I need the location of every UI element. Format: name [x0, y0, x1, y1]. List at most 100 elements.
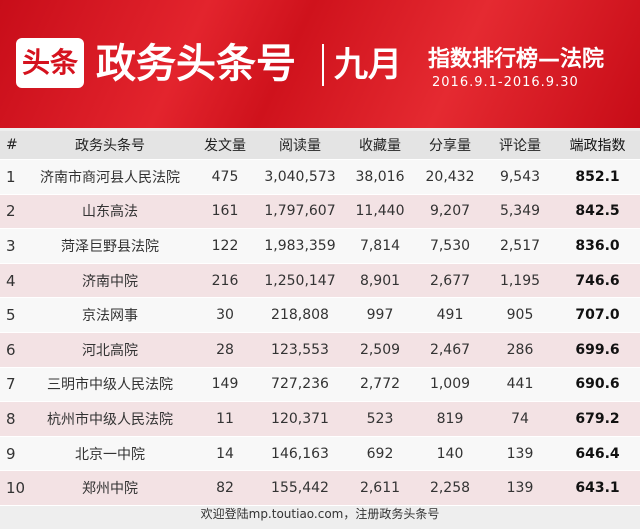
table-cell: 2,611 [359, 480, 401, 497]
table-cell: 10 [6, 479, 26, 498]
table-cell: 9,543 [499, 168, 541, 185]
table-cell: 139 [506, 445, 534, 462]
table-row: 1 济南市商河县人民法院 475 3,040,573 38,016 20,432 9,543… [0, 160, 640, 195]
table-cell: 2,258 [429, 480, 471, 497]
table-cell: 475 [211, 168, 239, 185]
title: 政务头条号 [96, 41, 296, 87]
table-cell: 河北高院 [82, 342, 138, 359]
column-header: 政务头条号 [75, 138, 145, 154]
table-cell: 122 [211, 237, 239, 254]
table-cell: 1,983,359 [264, 237, 336, 254]
table-cell: 28 [216, 341, 234, 358]
column-header: 评论量 [499, 138, 541, 154]
table-row: 2 山东高法 161 1,797,607 11,440 9,207 5,349 842.5 [0, 194, 640, 230]
table-cell: 2 [6, 202, 16, 221]
table-cell: 38,016 [355, 168, 405, 185]
table-cell: 491 [436, 307, 464, 324]
table-cell: 2,772 [359, 376, 401, 393]
table-cell: 679.2 [575, 410, 620, 427]
table-cell: 3 [6, 236, 16, 255]
table-row: 6 河北高院 28 123,553 2,509 2,467 286 699.6 [0, 332, 640, 368]
table-cell: 155,442 [271, 480, 329, 497]
column-header: 发文量 [204, 138, 246, 154]
table-cell: 2,517 [499, 237, 541, 254]
table-cell: 819 [436, 410, 464, 427]
column-header: 分享量 [429, 138, 471, 154]
table-cell: 746.6 [575, 272, 620, 289]
table-cell: 161 [211, 203, 239, 220]
table-cell: 905 [506, 307, 534, 324]
table-cell: 8,901 [359, 272, 401, 289]
table-cell: 1,195 [499, 272, 541, 289]
separator [322, 44, 324, 86]
table-cell: 1,250,147 [264, 272, 336, 289]
table-row: 5 京法网事 30 218,808 997 491 905 707.0 [0, 298, 640, 333]
table-cell: 74 [511, 410, 529, 427]
table-cell: 216 [211, 272, 239, 289]
table-cell: 5 [6, 306, 16, 325]
ranking-table: # 政务头条号 发文量 阅读量 收藏量 分享量 评论量 端政指数 1 济南市商河县人民法院 475 3… [0, 131, 640, 506]
table-cell: 842.5 [575, 203, 620, 220]
table-cell: 646.4 [575, 445, 620, 462]
table-cell: 9,207 [429, 203, 471, 220]
column-header: # [6, 137, 18, 153]
table-cell: 699.6 [575, 341, 620, 358]
table-row: 7 三明市中级人民法院 149 727,236 2,772 1,009 441 690.6 [0, 367, 640, 403]
table-cell: 82 [216, 480, 234, 497]
table-cell: 836.0 [575, 237, 620, 254]
column-header: 收藏量 [359, 138, 401, 154]
table-cell: 3,040,573 [264, 168, 336, 185]
table-cell: 852.1 [575, 168, 620, 185]
table-cell: 1,009 [429, 376, 471, 393]
table-cell: 441 [506, 376, 534, 393]
table-cell: 杭州市中级人民法院 [47, 411, 173, 428]
month: 九月 [334, 45, 402, 85]
table-cell: 727,236 [271, 376, 329, 393]
table-cell: 9 [6, 444, 16, 463]
table-cell: 146,163 [271, 445, 329, 462]
table-cell: 2,467 [429, 341, 471, 358]
table-cell: 2,677 [429, 272, 471, 289]
column-header: 端政指数 [569, 138, 626, 154]
table-cell: 140 [436, 445, 464, 462]
table-cell: 济南市商河县人民法院 [40, 169, 180, 186]
table-cell: 120,371 [271, 410, 329, 427]
table-cell: 6 [6, 340, 16, 359]
table-row: 8 杭州市中级人民法院 11 120,371 523 819 74 679.2 [0, 402, 640, 437]
table-cell: 三明市中级人民法院 [47, 377, 173, 394]
table-cell: 286 [506, 341, 534, 358]
table-cell: 707.0 [575, 307, 620, 324]
table-cell: 523 [366, 410, 394, 427]
table-cell: 30 [216, 307, 234, 324]
table-cell: 济南中院 [82, 273, 138, 290]
table-cell: 690.6 [575, 376, 620, 393]
table-cell: 149 [211, 376, 239, 393]
table-cell: 123,553 [271, 341, 329, 358]
table-cell: 139 [506, 480, 534, 497]
header-row: # 政务头条号 发文量 阅读量 收藏量 分享量 评论量 端政指数 [0, 131, 640, 160]
table-cell: 997 [366, 307, 394, 324]
footer: 欢迎登陆mp.toutiao.com，注册政务头条号 [200, 507, 440, 521]
table-cell: 5,349 [499, 203, 541, 220]
table-cell: 2,509 [359, 341, 401, 358]
table-row: 4 济南中院 216 1,250,147 8,901 2,677 1,195 746.6 [0, 263, 640, 299]
date-range: 2016.9.1-2016.9.30 [432, 75, 579, 90]
table-cell: 北京一中院 [75, 446, 145, 463]
table-cell: 643.1 [575, 480, 620, 497]
table-cell: 218,808 [271, 307, 329, 324]
table-cell: 11,440 [355, 203, 405, 220]
table-cell: 京法网事 [82, 308, 138, 325]
subtitle: 指数排行榜—法院 [428, 47, 605, 72]
table-cell: 1 [6, 167, 16, 186]
table-row: 9 北京一中院 14 146,163 692 140 139 646.4 [0, 436, 640, 472]
banner: 头条 政务头条号 九月 指数排行榜—法院 2016.9.1-2016.9.30 [0, 0, 640, 128]
column-header: 阅读量 [279, 138, 321, 154]
table-cell: 11 [216, 410, 234, 427]
table-cell: 692 [366, 445, 394, 462]
table-cell: 8 [6, 409, 16, 428]
table-cell: 山东高法 [82, 204, 138, 221]
table-row: 3 菏泽巨野县法院 122 1,983,359 7,814 7,530 2,517 836.0 [0, 229, 640, 264]
table-cell: 郑州中院 [82, 481, 138, 498]
table-cell: 菏泽巨野县法院 [61, 238, 159, 255]
